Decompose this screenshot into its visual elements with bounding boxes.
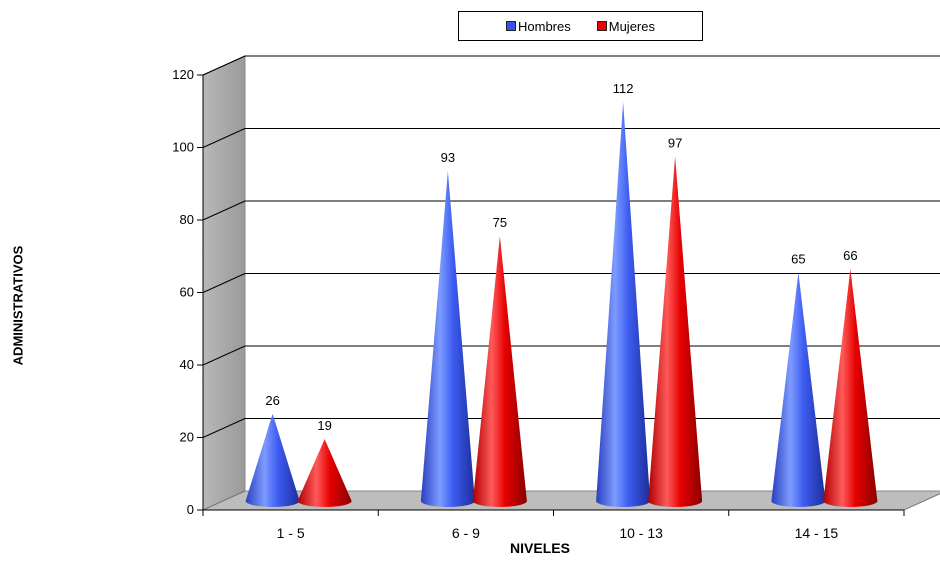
cone-mujeres-3 bbox=[823, 268, 878, 507]
cone-hombres-3 bbox=[771, 272, 826, 507]
cone-body bbox=[472, 236, 527, 507]
y-tick-label: 100 bbox=[172, 140, 194, 155]
x-tick-label: 14 - 15 bbox=[795, 525, 839, 541]
y-axis: 0 20 40 60 80 100 120 bbox=[172, 67, 204, 517]
cone-body bbox=[823, 268, 878, 507]
cone-body bbox=[245, 413, 300, 507]
x-axis: 1 - 5 6 - 9 10 - 13 14 - 15 bbox=[202, 509, 905, 541]
chart-marks: 26 19 93 75 112 97 65 66 bbox=[245, 81, 878, 507]
data-label: 112 bbox=[613, 81, 634, 96]
y-axis-title-text: ADMINISTRATIVOS bbox=[10, 245, 26, 365]
legend-swatch-mujeres bbox=[596, 21, 607, 31]
legend-label-hombres: Hombres bbox=[518, 18, 571, 34]
y-tick-label: 40 bbox=[180, 357, 194, 372]
gridline-diag bbox=[202, 418, 246, 438]
legend: Hombres Mujeres bbox=[458, 11, 703, 41]
cone-mujeres-1 bbox=[472, 236, 527, 507]
x-tick-label: 10 - 13 bbox=[619, 525, 663, 541]
y-tick-label: 80 bbox=[180, 212, 194, 227]
cone-hombres-1 bbox=[420, 170, 475, 507]
gridline-diag bbox=[202, 55, 246, 76]
y-tick-label: 120 bbox=[172, 67, 194, 82]
y-axis-title: ADMINISTRATIVOS bbox=[3, 215, 33, 395]
legend-item-hombres: Hombres bbox=[506, 19, 571, 34]
data-label: 19 bbox=[317, 418, 331, 433]
y-tick-label: 20 bbox=[180, 430, 194, 445]
x-tick-label: 6 - 9 bbox=[452, 525, 480, 541]
gridline-diag bbox=[202, 200, 246, 221]
data-label: 93 bbox=[441, 150, 455, 165]
y-tick-label: 0 bbox=[187, 502, 194, 517]
cone-hombres-0 bbox=[245, 413, 300, 507]
gridline-diag bbox=[202, 345, 246, 366]
cone-body bbox=[596, 102, 651, 507]
legend-label-mujeres: Mujeres bbox=[608, 18, 655, 34]
chart-walls bbox=[202, 55, 940, 511]
data-label: 26 bbox=[265, 393, 279, 408]
cone-body bbox=[648, 156, 703, 507]
data-label: 66 bbox=[843, 248, 857, 263]
y-tick-label: 60 bbox=[180, 285, 194, 300]
x-tick-label: 1 - 5 bbox=[277, 525, 305, 541]
x-axis-title: NIVELES bbox=[510, 540, 570, 556]
cone-mujeres-2 bbox=[648, 156, 703, 507]
gridline-diag bbox=[202, 128, 246, 148]
gridline-diag bbox=[202, 273, 246, 293]
legend-item-mujeres: Mujeres bbox=[596, 18, 655, 34]
data-label: 75 bbox=[493, 215, 507, 230]
cone-mujeres-0 bbox=[297, 439, 352, 507]
data-label: 65 bbox=[791, 251, 805, 266]
cone-body bbox=[297, 439, 352, 507]
cone-body bbox=[420, 170, 475, 507]
cone-hombres-2 bbox=[596, 102, 651, 507]
data-label: 97 bbox=[668, 135, 682, 150]
legend-swatch-hombres bbox=[506, 21, 516, 31]
cone-body bbox=[771, 272, 826, 507]
gridlines bbox=[202, 55, 940, 438]
